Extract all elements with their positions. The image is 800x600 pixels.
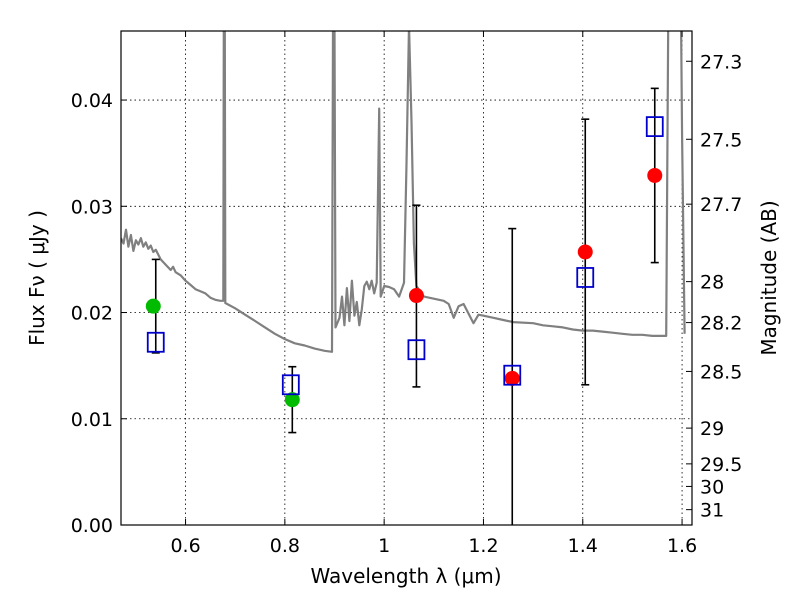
grid — [121, 31, 692, 525]
axis-ticks: 0.6 0.8 1 1.2 1.4 1.6 0.00 0.01 0.02 0.03 0.04 27.3… — [71, 31, 742, 557]
x-tick-label: 0.6 — [170, 535, 200, 557]
mag-tick-label: 30 — [700, 476, 724, 498]
model-spectrum-layer — [121, 31, 686, 353]
data-point-square — [645, 116, 664, 138]
data-point-circle — [577, 244, 593, 260]
data-point-circle — [504, 370, 520, 386]
data-markers — [145, 116, 664, 408]
mag-tick-label: 31 — [700, 500, 724, 522]
x-tick-label: 0.8 — [270, 535, 300, 557]
mag-tick-label: 28.5 — [700, 361, 742, 383]
mag-tick-label: 27.5 — [700, 129, 742, 151]
data-point-square — [281, 374, 300, 396]
plot-frame — [120, 30, 693, 526]
data-point-square — [503, 364, 522, 386]
data-point-circle — [647, 167, 663, 183]
y-tick-label: 0.04 — [71, 90, 113, 112]
y-tick-label: 0.01 — [71, 409, 113, 431]
mag-tick-label: 29.5 — [700, 454, 742, 476]
data-point-circle — [284, 392, 300, 408]
data-point-square — [146, 331, 165, 353]
y-tick-label: 0.00 — [71, 515, 113, 537]
data-point-square — [576, 267, 595, 288]
mag-tick-label: 27.7 — [700, 194, 742, 216]
y-tick-label: 0.02 — [71, 303, 113, 325]
y-tick-label: 0.03 — [71, 196, 113, 218]
y-right-axis-label: Magnitude (AB) — [757, 200, 781, 355]
data-point-circle — [145, 298, 161, 314]
data-point-square — [407, 339, 426, 361]
data-point-circle — [408, 288, 424, 304]
model-spectrum-line — [121, 31, 686, 353]
x-tick-label: 1.4 — [568, 535, 598, 557]
x-tick-label: 1 — [378, 535, 390, 557]
y-axis-label: Flux Fν ( μJy ) — [25, 210, 49, 346]
mag-tick-label: 28 — [700, 272, 724, 294]
x-tick-label: 1.6 — [667, 535, 697, 557]
x-tick-label: 1.2 — [468, 535, 498, 557]
mag-tick-label: 29 — [700, 418, 724, 440]
x-axis-label: Wavelength λ (μm) — [310, 564, 501, 588]
mag-tick-label: 28.2 — [700, 313, 742, 335]
mag-tick-label: 27.3 — [700, 51, 742, 73]
